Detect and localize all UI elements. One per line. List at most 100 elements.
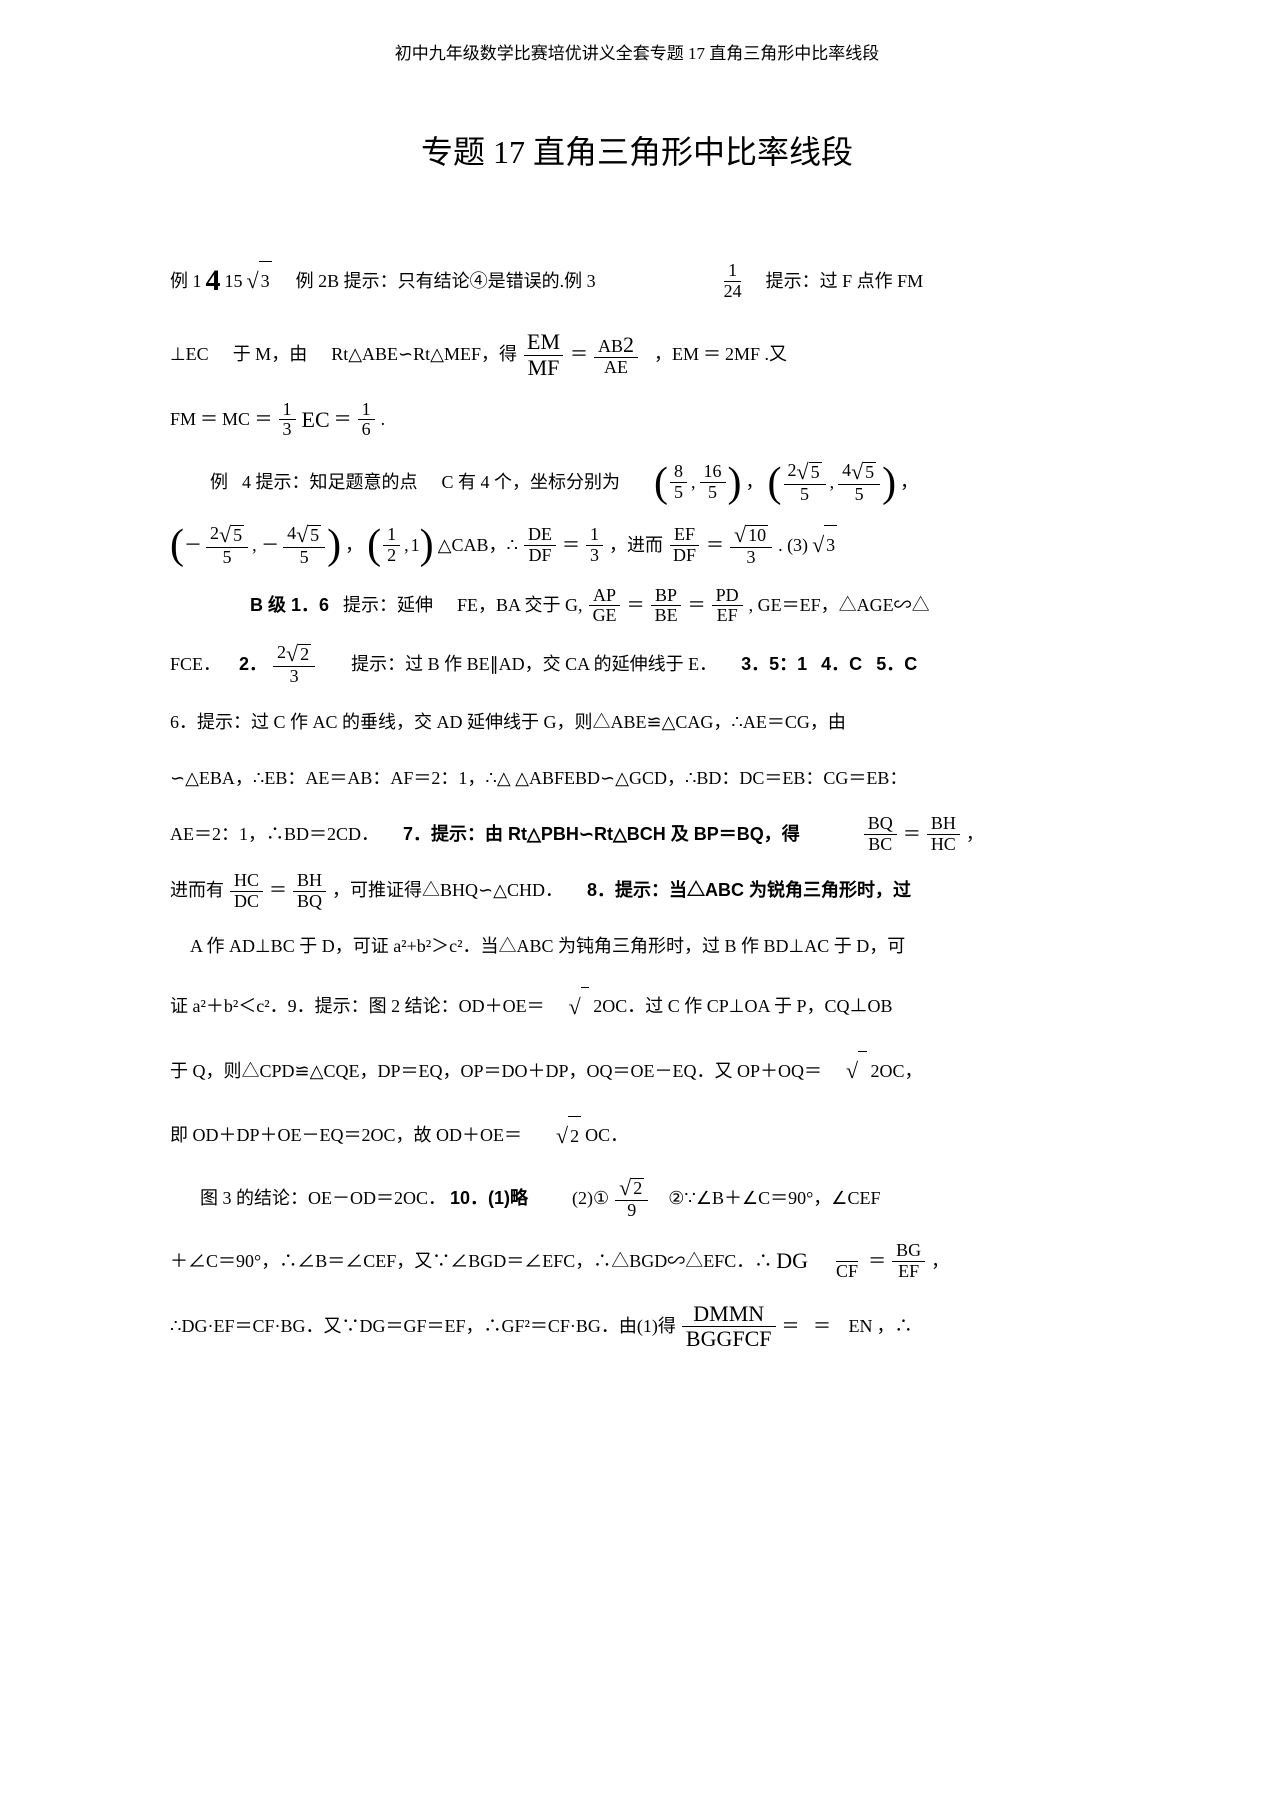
fraction: BPBE	[651, 586, 682, 627]
para-3: FM ＝ MC ＝ 1 3 EC ＝ 1 6 .	[170, 396, 1104, 444]
fraction: BGEF	[892, 1241, 925, 1282]
text: 例 2B 提示：只有结论④是错误的.例 3	[296, 262, 596, 302]
text: 6．提示：过 C 作 AC 的垂线，交 AD 延伸线于 G，则△ABE≌△CAG…	[170, 703, 846, 743]
text: ②∵∠B＋∠C＝90°，∠CEF	[668, 1179, 880, 1219]
text: EC	[302, 396, 330, 444]
text: ＋∠C＝90°，∴∠B＝∠CEF，又∵∠BGD＝∠EFC，∴△BGD∽△EFC．…	[170, 1242, 772, 1282]
text: 3．5：1	[741, 645, 807, 685]
fraction: 1 3	[279, 400, 296, 441]
fraction: √2 9	[615, 1176, 648, 1221]
text: 2OC．过 C 作 CP⊥OA 于 P，CQ⊥OB	[593, 987, 892, 1027]
fraction: DEDF	[524, 525, 556, 566]
sqrt: √3	[247, 257, 272, 305]
text: 7．提示：由 Rt△PBH∽Rt△BCH 及 BP＝BQ，得	[403, 815, 800, 855]
text: 于 M，由	[233, 335, 308, 375]
para-6: B 级 1．6 提示：延伸 FE，BA 交于 G, APGE ＝ BPBE ＝ …	[250, 586, 1104, 627]
text: ，	[931, 1242, 949, 1282]
fraction: 2√2 3	[273, 642, 315, 687]
text: 提示：过 F 点作 FM	[766, 262, 924, 302]
para-16: 图 3 的结论：OE－OD＝2OC． 10．(1)略 (2)① √2 9 ②∵∠…	[200, 1176, 1104, 1221]
text: ∴DG·EF＝CF·BG．又∵DG＝GF＝EF，∴GF²＝CF·BG．由(1)得	[170, 1307, 676, 1347]
fraction: BQBC	[864, 814, 897, 855]
text: ，∴	[877, 1307, 913, 1347]
coord-4: ( 12 ,1 )	[367, 524, 434, 566]
text: 5．C	[876, 645, 917, 685]
fraction: APGE	[589, 586, 621, 627]
text: C 有 4 个，坐标分别为	[442, 463, 621, 503]
text: (2)①	[572, 1179, 609, 1219]
coord-1: ( 85 , 165 )	[654, 462, 742, 504]
text: AE＝2：1，∴BD＝2CD．	[170, 815, 379, 855]
text: ，进而	[609, 526, 663, 566]
text: 8．提示：当△ABC 为锐角三角形时，过	[587, 871, 911, 911]
text: 证 a²＋b²＜c²．9．提示：图 2 结论：OD＋OE＝	[170, 987, 545, 1027]
fraction: EM MF	[523, 330, 564, 379]
fraction: CF	[832, 1241, 862, 1282]
text: 4 提示：知足题意的点	[242, 463, 418, 503]
text: ，	[966, 815, 984, 855]
fraction: √103	[730, 523, 772, 568]
text: , GE＝EF，△AGE∽△	[749, 586, 930, 626]
coord-3: ( － 2√55 , － 4√55 )	[170, 523, 341, 568]
eq: ＝	[334, 400, 352, 440]
text: DG	[776, 1237, 808, 1285]
text: B 级 1．6	[250, 586, 329, 626]
text: 例 1	[170, 262, 202, 302]
eq: ＝	[200, 400, 218, 440]
fraction: 1 24	[720, 261, 746, 302]
text: 2．	[239, 645, 267, 685]
text: ⊥EC	[170, 335, 209, 375]
text: MC ＝	[222, 400, 273, 440]
text: 例	[210, 463, 228, 503]
text: . (3)	[778, 526, 808, 566]
text: ∽△EBA，∴EB：AE＝AB：AF＝2：1，∴△ △ABFEBD∽△GCD，∴…	[170, 759, 907, 799]
para-9: ∽△EBA，∴EB：AE＝AB：AF＝2：1，∴△ △ABFEBD∽△GCD，∴…	[170, 759, 1104, 799]
para-4: 例 4 提示：知足题意的点 C 有 4 个，坐标分别为 ( 85 , 165 )…	[210, 460, 1104, 505]
page-header: 初中九年级数学比赛培优讲义全套专题 17 直角三角形中比率线段	[170, 40, 1104, 67]
fraction: BHHC	[927, 814, 960, 855]
eq: ＝	[703, 335, 721, 375]
fraction: PDEF	[712, 586, 743, 627]
content-body: 例 1 4 15 √3 例 2B 提示：只有结论④是错误的.例 3 1 24 提…	[170, 248, 1104, 1351]
fraction: 1 6	[358, 400, 375, 441]
para-12: A 作 AD⊥BC 于 D，可证 a²+b²＞c²．当△ABC 为钝角三角形时，…	[190, 927, 1104, 967]
text: 2OC，	[871, 1052, 923, 1092]
fraction: EFDF	[669, 525, 700, 566]
text: .	[381, 400, 386, 440]
header-text: 初中九年级数学比赛培优讲义全套专题 17 直角三角形中比率线段	[395, 44, 880, 63]
para-15: 即 OD＋DP＋OE－EQ＝2OC，故 OD＋OE＝ √2 OC．	[170, 1112, 1104, 1160]
text: 即 OD＋DP＋OE－EQ＝2OC，故 OD＋OE＝	[170, 1116, 522, 1156]
para-5: ( － 2√55 , － 4√55 ) ， ( 12 ,1 ) △CAB，∴ D…	[170, 521, 1104, 569]
para-14: 于 Q，则△CPD≌△CQE，DP＝EQ，OP＝DO＋DP，OQ＝OE－EQ．又…	[170, 1047, 1104, 1095]
fraction: AB2 AE	[594, 333, 638, 378]
para-13: 证 a²＋b²＜c²．9．提示：图 2 结论：OD＋OE＝ √ 2OC．过 C …	[170, 983, 1104, 1031]
text: 10．(1)略	[450, 1179, 528, 1219]
para-10: AE＝2：1，∴BD＝2CD． 7．提示：由 Rt△PBH∽Rt△BCH 及 B…	[170, 814, 1104, 855]
text: A 作 AD⊥BC 于 D，可证 a²+b²＞c²．当△ABC 为钝角三角形时，…	[190, 927, 905, 967]
text: ，可推证得△BHQ∽△CHD．	[332, 871, 563, 911]
text: △CAB，∴	[438, 526, 518, 566]
para-11: 进而有 HCDC ＝ BHBQ ，可推证得△BHQ∽△CHD． 8．提示：当△A…	[170, 871, 1104, 912]
text: FM	[170, 400, 196, 440]
text: 2MF .又	[725, 335, 787, 375]
text: OC．	[585, 1116, 628, 1156]
text: FCE．	[170, 645, 221, 685]
text: 提示：过 B 作 BE∥AD，交 CA 的延伸线于 E．	[351, 645, 717, 685]
para-7: FCE． 2． 2√2 3 提示：过 B 作 BE∥AD，交 CA 的延伸线于 …	[170, 642, 1104, 687]
fraction: 13	[586, 525, 603, 566]
page-title: 专题 17 直角三角形中比率线段	[170, 127, 1104, 178]
text: Rt△ABE∽Rt△MEF，得	[331, 335, 517, 375]
comma: ，	[746, 463, 764, 503]
text: 于 Q，则△CPD≌△CQE，DP＝EQ，OP＝DO＋DP，OQ＝OE－EQ．又…	[170, 1052, 822, 1092]
text: 图 3 的结论：OE－OD＝2OC．	[200, 1179, 446, 1219]
para-17: ＋∠C＝90°，∴∠B＝∠CEF，又∵∠BGD＝∠EFC，∴△BGD∽△EFC．…	[170, 1237, 1104, 1285]
para-1: 例 1 4 15 √3 例 2B 提示：只有结论④是错误的.例 3 1 24 提…	[170, 248, 1104, 314]
text: ，EM	[654, 335, 699, 375]
para-2: ⊥EC 于 M，由 Rt△ABE∽Rt△MEF，得 EM MF ＝ AB2 AE…	[170, 330, 1104, 379]
title-text: 专题 17 直角三角形中比率线段	[421, 134, 853, 170]
text: FE，BA 交于 G,	[457, 586, 583, 626]
text: 提示：延伸	[343, 586, 433, 626]
eq: ＝	[570, 335, 588, 375]
coord-2: ( 2√55 , 4√55 )	[768, 460, 897, 505]
big-4: 4	[206, 248, 221, 314]
